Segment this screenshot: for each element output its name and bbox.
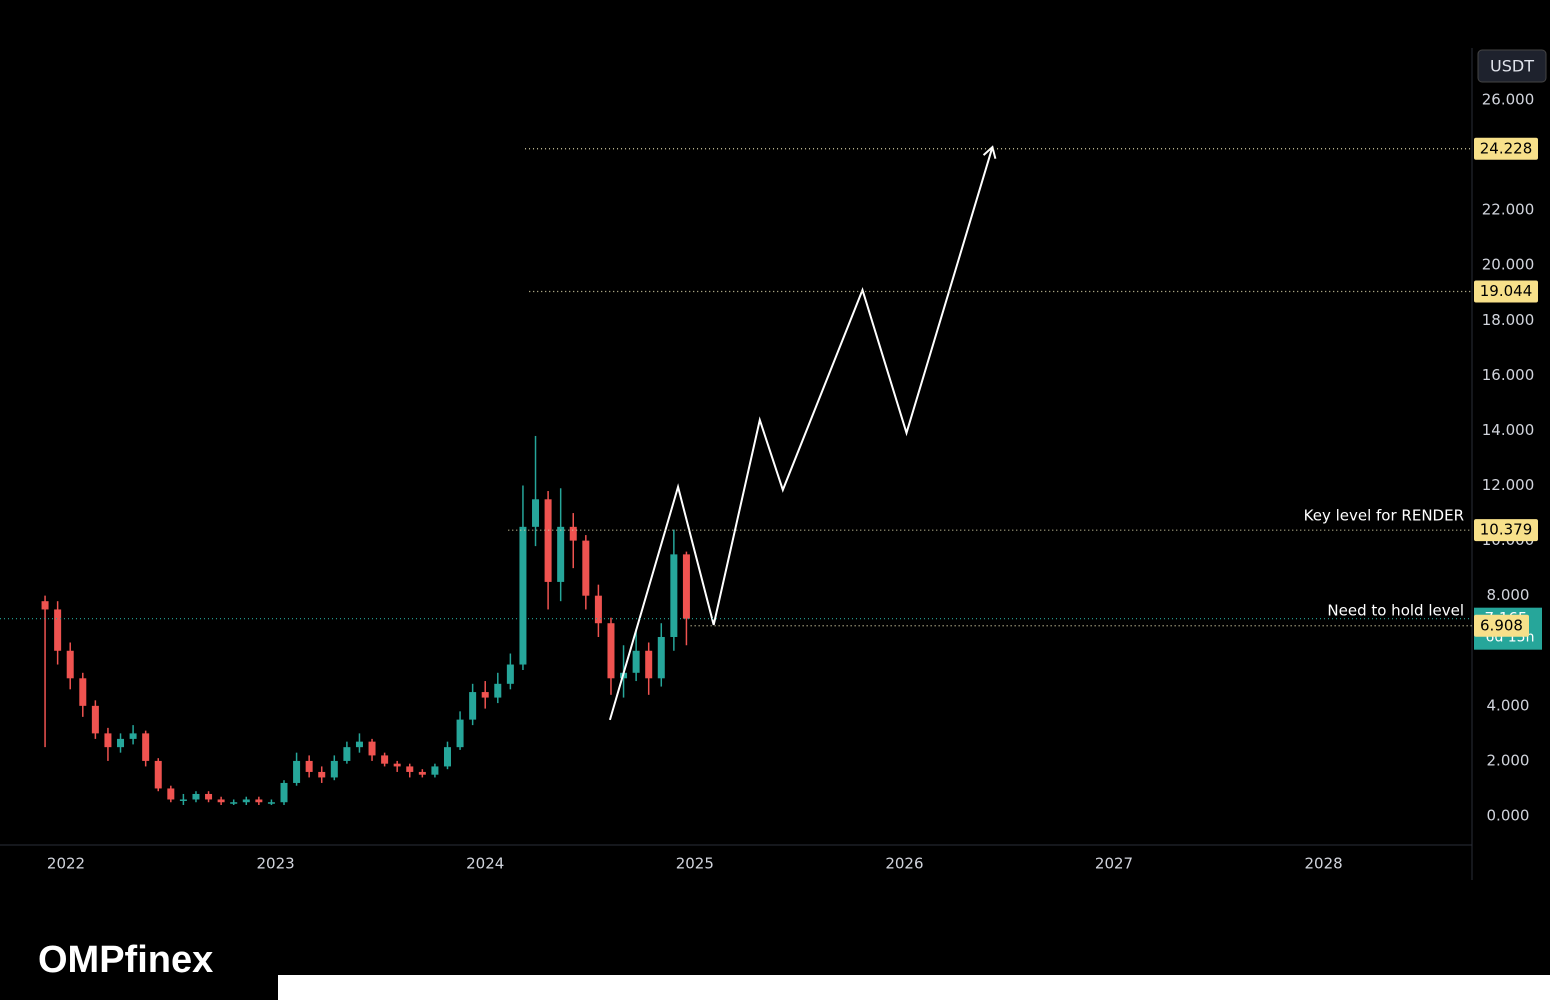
level-box — [1474, 280, 1538, 303]
candle-body — [645, 650, 653, 679]
candle-body — [544, 499, 552, 582]
level-label: 6.908 — [1480, 616, 1523, 634]
candle-body — [217, 799, 225, 803]
candle-body — [66, 650, 74, 679]
projection-arrowhead — [982, 145, 997, 159]
x-tick-label: 2024 — [466, 855, 504, 873]
candle-body — [418, 771, 426, 775]
candle-body — [330, 760, 338, 778]
candle-body — [506, 664, 514, 684]
y-tick-label: 14.000 — [1482, 421, 1535, 439]
candle-body — [305, 760, 313, 772]
candle-body — [129, 733, 137, 739]
candle-body — [519, 526, 527, 665]
x-tick-label: 2025 — [676, 855, 714, 873]
footer-strip — [278, 975, 1550, 1000]
candle-body — [355, 741, 363, 748]
candle-body — [293, 760, 301, 783]
y-tick-label: 8.000 — [1487, 586, 1530, 604]
candle-body — [607, 623, 615, 679]
y-tick-label: 26.000 — [1482, 90, 1535, 108]
candle-body — [682, 554, 690, 619]
y-tick-label: 18.000 — [1482, 311, 1535, 329]
level-annotation: Key level for RENDER — [1304, 507, 1464, 525]
currency-box — [1477, 49, 1547, 83]
candle-body — [142, 733, 150, 761]
y-tick-label: 4.000 — [1487, 696, 1530, 714]
candle-body — [582, 540, 590, 596]
candle-body — [406, 766, 414, 772]
candle-body — [594, 595, 602, 624]
level-box — [1474, 519, 1538, 542]
x-tick-label: 2027 — [1095, 855, 1133, 873]
level-box — [1474, 614, 1529, 637]
level-annotation: Need to hold level — [1327, 601, 1464, 619]
candle-body — [167, 788, 175, 800]
level-box — [1474, 137, 1538, 160]
candle-body — [431, 766, 439, 775]
x-tick-label: 2023 — [257, 855, 295, 873]
candle-body — [632, 650, 640, 673]
y-tick-label: 0.000 — [1487, 807, 1530, 825]
x-tick-label: 2022 — [47, 855, 85, 873]
candle-body — [670, 554, 678, 637]
candle-body — [192, 793, 200, 800]
y-tick-label: 12.000 — [1482, 476, 1535, 494]
candle-body — [381, 755, 389, 764]
candle-body — [54, 609, 62, 651]
projection-line — [608, 146, 994, 721]
candle-body — [117, 738, 125, 748]
x-tick-label: 2028 — [1305, 855, 1343, 873]
candle-body — [469, 692, 477, 720]
candle-body — [368, 741, 376, 756]
x-tick-label: 2026 — [885, 855, 923, 873]
watermark: OMPfinex — [38, 939, 213, 981]
level-label: 24.228 — [1480, 139, 1533, 157]
currency: USDT — [1490, 57, 1534, 76]
candle-body — [255, 799, 263, 803]
candle-body — [104, 733, 112, 748]
candle-body — [179, 799, 187, 801]
level-label: 10.379 — [1480, 521, 1533, 539]
candle-body — [343, 747, 351, 761]
candle-body — [557, 526, 565, 582]
y-tick-label: 22.000 — [1482, 201, 1535, 219]
candle-body — [657, 636, 665, 679]
candle-body — [318, 771, 326, 778]
candle-body — [532, 499, 540, 527]
candle-body — [393, 763, 401, 767]
candle-body — [443, 747, 451, 767]
candle-body — [79, 678, 87, 706]
candle-body — [230, 802, 238, 804]
candle-body — [154, 760, 162, 789]
candle-body — [41, 601, 49, 610]
y-tick-label: 2.000 — [1487, 751, 1530, 769]
candle-body — [494, 683, 502, 698]
candle-body — [569, 526, 577, 541]
candle-body — [91, 705, 99, 734]
candle-body — [205, 793, 213, 800]
level-label: 19.044 — [1480, 282, 1533, 300]
y-tick-label: 20.000 — [1482, 256, 1535, 274]
candle-body — [242, 799, 250, 803]
candle-body — [456, 719, 464, 748]
candle-body — [280, 782, 288, 803]
candle-body — [267, 802, 275, 804]
y-tick-label: 16.000 — [1482, 366, 1535, 384]
candle-body — [481, 692, 489, 698]
